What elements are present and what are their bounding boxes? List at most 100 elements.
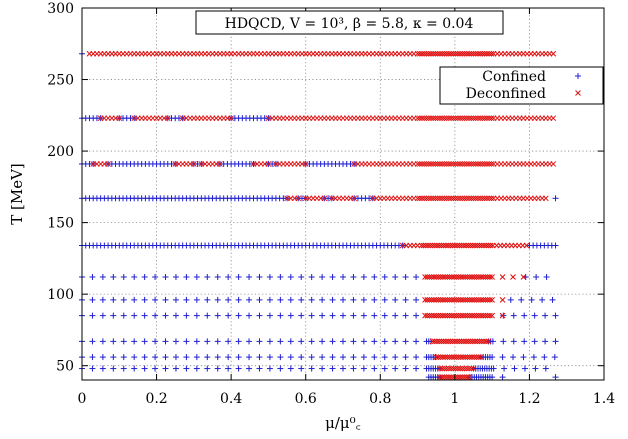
confined-point (287, 312, 294, 319)
confined-point (193, 365, 200, 372)
confined-point (204, 365, 211, 372)
confined-point (402, 296, 409, 303)
deconfined-point (435, 354, 442, 360)
deconfined-point (488, 115, 495, 122)
deconfined-point (462, 274, 469, 280)
deconfined-point (437, 195, 443, 202)
confined-point (193, 338, 200, 345)
confined-point (552, 242, 559, 249)
deconfined-point (451, 297, 457, 303)
confined-point (256, 312, 263, 319)
deconfined-point (454, 365, 461, 372)
confined-point (110, 354, 117, 361)
confined-point (266, 273, 273, 280)
confined-point (402, 338, 409, 345)
confined-point (256, 354, 263, 361)
legend-marker-confined (575, 73, 581, 79)
deconfined-point (438, 242, 445, 249)
confined-point (360, 354, 367, 361)
deconfined-point (439, 115, 446, 122)
deconfined-point (419, 115, 425, 122)
confined-point (131, 338, 138, 345)
confined-point (542, 312, 549, 319)
confined-point (287, 296, 294, 303)
deconfined-point (437, 50, 443, 57)
deconfined-point (520, 274, 527, 280)
confined-point (392, 365, 399, 372)
deconfined-point (457, 274, 464, 280)
deconfined-point (437, 297, 444, 303)
plot-frame (81, 7, 605, 381)
confined-point (225, 273, 232, 280)
confined-point (141, 312, 148, 319)
deconfined-point (467, 338, 474, 345)
deconfined-point (441, 195, 448, 202)
deconfined-point (485, 242, 492, 249)
confined-point (402, 312, 409, 319)
confined-point (225, 338, 232, 345)
deconfined-point (440, 297, 446, 303)
deconfined-point (321, 195, 328, 202)
confined-point (193, 312, 200, 319)
confined-point (193, 354, 200, 361)
deconfined-point (488, 50, 495, 57)
confined-point (533, 273, 540, 280)
confined-point (214, 296, 221, 303)
deconfined-point (419, 50, 425, 57)
deconfined-point (446, 354, 453, 360)
legend-label-deconfined: Deconfined (466, 86, 546, 102)
deconfined-point (457, 195, 463, 202)
confined-point (246, 296, 253, 303)
confined-point (392, 354, 399, 361)
deconfined-point (440, 274, 446, 280)
confined-point (539, 296, 546, 303)
confined-point (360, 273, 367, 280)
deconfined-point (423, 115, 430, 122)
deconfined-point (465, 338, 472, 345)
deconfined-point (428, 297, 435, 303)
confined-point (214, 354, 221, 361)
deconfined-point (458, 338, 465, 345)
deconfined-point (414, 115, 421, 122)
confined-point (152, 312, 159, 319)
confined-point (162, 365, 169, 372)
confined-point (308, 273, 315, 280)
confined-point (287, 365, 294, 372)
deconfined-point (485, 338, 492, 345)
deconfined-point (439, 195, 446, 202)
deconfined-point (433, 354, 440, 360)
deconfined-point (475, 161, 481, 167)
deconfined-point (480, 312, 487, 319)
confined-point (172, 273, 179, 280)
confined-point (511, 365, 518, 372)
deconfined-point (191, 161, 197, 167)
deconfined-point (461, 115, 468, 122)
deconfined-point (449, 274, 455, 280)
deconfined-point (479, 50, 486, 57)
deconfined-point (443, 195, 450, 202)
deconfined-point (479, 115, 486, 122)
confined-point (552, 338, 559, 345)
deconfined-point (484, 115, 490, 122)
deconfined-point (449, 312, 455, 319)
deconfined-point (468, 161, 475, 167)
confined-point (120, 338, 127, 345)
deconfined-point (477, 50, 484, 57)
annotation-box: HDQCD, V = 10³, β = 5.8, κ = 0.04 (195, 10, 504, 35)
deconfined-point (456, 242, 463, 249)
deconfined-point (457, 312, 464, 319)
deconfined-point (419, 195, 425, 202)
confined-point (329, 354, 336, 361)
deconfined-point (414, 50, 421, 57)
confined-point (381, 273, 388, 280)
deconfined-point (466, 365, 472, 372)
confined-point (413, 296, 420, 303)
confined-point (152, 365, 159, 372)
confined-point (510, 354, 517, 361)
confined-point (110, 273, 117, 280)
deconfined-point (486, 115, 493, 122)
deconfined-point (486, 161, 493, 167)
confined-point (531, 338, 538, 345)
confined-point (499, 374, 506, 381)
